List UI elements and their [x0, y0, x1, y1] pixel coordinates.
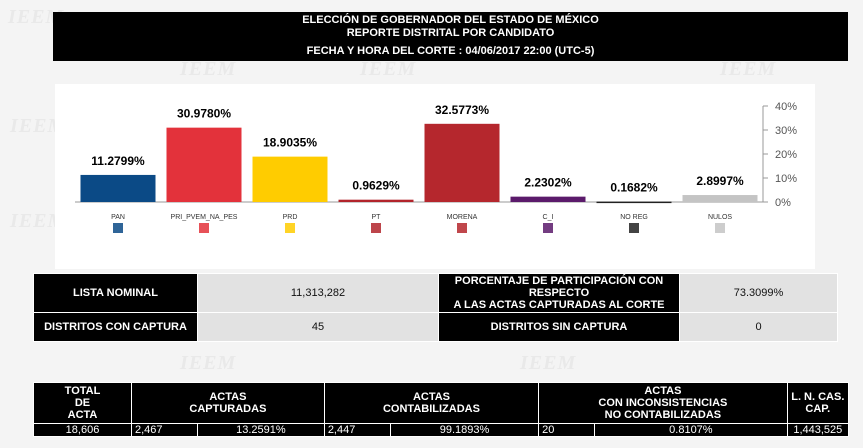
header-line: TOTAL [64, 385, 101, 397]
data-label: 0.1682% [610, 181, 658, 195]
party-logo [543, 223, 553, 233]
participation-stats-table: LISTA NOMINAL 11,313,282 PORCENTAJE DE P… [33, 273, 838, 342]
bar [682, 195, 758, 202]
category-label: NO REG [620, 214, 648, 221]
party-logo [113, 223, 123, 233]
header-total-acta: TOTAL DE ACTA [33, 382, 132, 424]
actas-header-row: TOTAL DE ACTA ACTAS CAPTURADAS ACTAS CON… [33, 382, 850, 424]
data-label: 2.2302% [524, 176, 572, 190]
actas-summary-table: TOTAL DE ACTA ACTAS CAPTURADAS ACTAS CON… [33, 382, 850, 437]
lista-nominal-value: 11,313,282 [197, 273, 439, 313]
party-logo [629, 223, 639, 233]
party-logo [715, 223, 725, 233]
participacion-label: PORCENTAJE DE PARTICIPACIÓN CON RESPECTO… [438, 273, 680, 313]
category-label: C_I [543, 214, 554, 221]
watermark-logo: IEEM [520, 352, 577, 374]
header-subtitle: REPORTE DISTRITAL POR CANDIDATO [346, 27, 555, 39]
total-acta-value: 18,606 [33, 423, 132, 437]
header-line: ACTAS [209, 391, 247, 403]
y-tick-label: 10% [775, 173, 797, 185]
actas-capturadas-count: 2,467 [131, 423, 198, 437]
y-tick-label: 30% [775, 125, 797, 137]
header-line: CONTABILIZADAS [382, 403, 480, 415]
header-line: DE [74, 397, 91, 409]
header-line: ACTA [67, 409, 98, 421]
watermark-logo: IEEM [10, 210, 67, 232]
participacion-label-line: RESPECTO [528, 287, 590, 299]
bar [338, 199, 414, 202]
party-logo [371, 223, 381, 233]
header-actas-contabilizadas: ACTAS CONTABILIZADAS [323, 382, 540, 424]
header-line: ACTAS [644, 385, 682, 397]
bar [80, 174, 156, 202]
distritos-sin-captura-value: 0 [679, 312, 838, 342]
y-tick-label: 20% [775, 149, 797, 161]
watermark-logo: IEEM [180, 352, 237, 374]
data-label: 32.5773% [435, 103, 489, 117]
participacion-label-line: PORCENTAJE DE PARTICIPACIÓN CON [454, 275, 664, 287]
actas-inconsistencias-count: 20 [538, 423, 596, 437]
actas-contabilizadas-count: 2,447 [323, 423, 391, 437]
bar [252, 156, 328, 202]
header-cut-datetime: FECHA Y HORA DEL CORTE : 04/06/2017 22:0… [306, 45, 595, 57]
participacion-label-line: A LAS ACTAS CAPTURADAS AL CORTE [453, 299, 665, 311]
header-actas-capturadas: ACTAS CAPTURADAS [131, 382, 325, 424]
data-label: 11.2799% [91, 154, 145, 168]
actas-values-row: 18,606 2,467 13.2591% 2,447 99.1893% 20 … [33, 423, 850, 437]
category-label: MORENA [447, 214, 478, 221]
y-tick-label: 0% [775, 197, 791, 209]
distritos-con-captura-label: DISTRITOS CON CAPTURA [33, 312, 198, 342]
y-tick-label: 40% [775, 101, 797, 113]
data-label: 18.9035% [263, 136, 317, 150]
party-logo [457, 223, 467, 233]
distritos-sin-captura-label: DISTRITOS SIN CAPTURA [438, 312, 680, 342]
actas-inconsistencias-pct: 0.8107% [594, 423, 788, 437]
party-logo [199, 223, 209, 233]
header-line: CAP. [805, 403, 831, 415]
participacion-value: 73.3099% [679, 273, 838, 313]
bar-chart-svg: 0% 10% 20% 30% 40% 11.2799% PAN 30.9780% PRI_PVE… [75, 101, 797, 233]
watermark-logo: IEEM [360, 58, 417, 80]
category-label: PRI_PVEM_NA_PES [171, 214, 238, 221]
data-label: 30.9780% [177, 107, 231, 121]
header-line: NO CONTABILIZADAS [604, 409, 722, 421]
data-label: 0.9629% [352, 179, 400, 193]
actas-capturadas-pct: 13.2591% [197, 423, 325, 437]
header-line: CON INCONSISTENCIAS [598, 397, 728, 409]
header-actas-inconsistencias: ACTAS CON INCONSISTENCIAS NO CONTABILIZA… [538, 382, 788, 424]
header-line: L. N. CAS. [791, 391, 845, 403]
category-label: PT [372, 214, 382, 221]
ln-cas-cap-value: 1,443,525 [786, 423, 850, 437]
header-line: CAPTURADAS [189, 403, 267, 415]
actas-contabilizadas-pct: 99.1893% [389, 423, 540, 437]
watermark-logo: IEEM [8, 6, 65, 28]
results-chart: 0% 10% 20% 30% 40% 11.2799% PAN 30.9780% PRI_PVE… [55, 84, 815, 269]
data-label: 2.8997% [696, 174, 744, 188]
distritos-con-captura-value: 45 [197, 312, 439, 342]
header-title: ELECCIÓN DE GOBERNADOR DEL ESTADO DE MÉX… [302, 14, 599, 26]
header-ln-cas-cap: L. N. CAS. CAP. [786, 382, 850, 424]
bar [510, 196, 586, 202]
category-label: PAN [111, 214, 125, 221]
header-line: ACTAS [412, 391, 451, 403]
watermark-logo: IEEM [720, 58, 777, 80]
watermark-logo: IEEM [10, 115, 67, 137]
lista-nominal-label: LISTA NOMINAL [33, 273, 198, 313]
stats-row: LISTA NOMINAL 11,313,282 PORCENTAJE DE P… [33, 273, 838, 313]
report-header: ELECCIÓN DE GOBERNADOR DEL ESTADO DE MÉX… [53, 12, 848, 61]
category-label: NULOS [708, 214, 732, 221]
party-logo [285, 223, 295, 233]
category-label: PRD [283, 214, 298, 221]
bar [596, 201, 672, 204]
bar [166, 127, 242, 202]
bar [424, 123, 500, 202]
stats-row: DISTRITOS CON CAPTURA 45 DISTRITOS SIN C… [33, 312, 838, 342]
watermark-logo: IEEM [180, 58, 237, 80]
